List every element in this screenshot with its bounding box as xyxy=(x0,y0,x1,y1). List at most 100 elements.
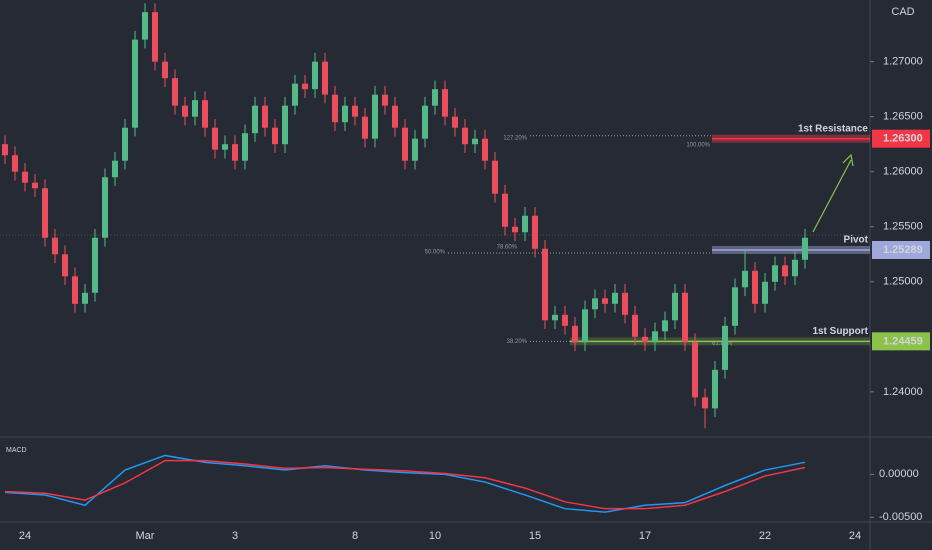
candle-body xyxy=(412,138,418,161)
candle-body xyxy=(172,78,178,106)
candle-body xyxy=(482,138,488,161)
x-tick-label: 24 xyxy=(19,530,31,542)
candle-body xyxy=(212,127,218,150)
candle-body xyxy=(322,61,328,95)
y-tick-label: 1.27000 xyxy=(883,56,923,68)
fib-label: 50.00% xyxy=(425,250,446,256)
candle-body xyxy=(782,265,788,277)
currency-label: CAD xyxy=(891,6,914,18)
candle-body xyxy=(642,336,648,343)
candle-body xyxy=(92,237,98,293)
fib-label: 78.60% xyxy=(497,245,518,251)
candle-body xyxy=(192,100,198,117)
candle-body xyxy=(302,83,308,90)
candle-body xyxy=(232,144,238,161)
x-tick-label: 3 xyxy=(232,530,238,542)
candle-body xyxy=(242,133,248,161)
level-name: 1st Support xyxy=(812,326,868,337)
macd-tick-label: -0.00500 xyxy=(879,511,922,523)
candle-body xyxy=(542,248,548,321)
candle-body xyxy=(562,314,568,326)
candle-body xyxy=(2,144,8,156)
candle-body xyxy=(222,144,228,150)
candle-body xyxy=(502,193,508,227)
candle-body xyxy=(132,39,138,128)
level-price-box xyxy=(872,332,930,351)
candle-body xyxy=(382,94,388,106)
x-tick-label: 10 xyxy=(429,530,441,542)
candle-body xyxy=(772,265,778,282)
x-tick-label: 17 xyxy=(639,530,651,542)
candle-body xyxy=(612,292,618,304)
y-tick-label: 1.25500 xyxy=(883,221,923,233)
candle-body xyxy=(662,320,668,332)
candle-body xyxy=(402,127,408,161)
arrow-line xyxy=(812,159,852,233)
candle-body xyxy=(732,287,738,326)
y-tick-label: 1.24000 xyxy=(883,386,923,398)
candle-body xyxy=(422,105,428,139)
candle-body xyxy=(762,281,768,304)
macd-tick-label: 0.00000 xyxy=(879,468,919,480)
candle-body xyxy=(602,298,608,304)
candle-body xyxy=(122,127,128,161)
candle-body xyxy=(252,105,258,134)
level-price-box xyxy=(872,129,930,148)
fib-label: 127.20% xyxy=(503,135,527,141)
candle-body xyxy=(62,254,68,277)
macd-line xyxy=(4,454,806,513)
x-tick-label: Mar xyxy=(136,530,155,542)
candle-body xyxy=(42,188,48,238)
candle-body xyxy=(182,105,188,117)
candle-body xyxy=(512,226,518,233)
fib-label: 100.00% xyxy=(686,142,710,148)
candle-body xyxy=(52,237,58,255)
candle-body xyxy=(742,270,748,288)
candle-body xyxy=(112,160,118,178)
level-price-label: 1.26300 xyxy=(883,133,923,145)
candle-body xyxy=(262,105,268,128)
candle-body xyxy=(102,177,108,238)
candle-body xyxy=(592,298,598,310)
y-tick-label: 1.25000 xyxy=(883,276,923,288)
candle-body xyxy=(492,160,498,194)
candle-body xyxy=(802,237,808,260)
candle-body xyxy=(312,61,318,90)
candle-body xyxy=(692,342,698,398)
candle-body xyxy=(292,83,298,106)
candle-body xyxy=(792,259,798,277)
candle-body xyxy=(162,61,168,79)
x-tick-label: 15 xyxy=(529,530,541,542)
candle-body xyxy=(622,292,628,315)
candle-body xyxy=(712,369,718,409)
y-tick-label: 1.26500 xyxy=(883,111,923,123)
level-name: 1st Resistance xyxy=(798,123,868,134)
candle-body xyxy=(282,105,288,145)
candle-body xyxy=(572,325,578,343)
candle-body xyxy=(152,12,158,62)
candle-body xyxy=(72,276,78,304)
candle-body xyxy=(142,12,148,40)
candle-body xyxy=(362,116,368,139)
candle-body xyxy=(722,325,728,370)
candle-body xyxy=(392,105,398,128)
macd-title: MACD xyxy=(6,447,27,454)
candle-body xyxy=(652,331,658,343)
candle-body xyxy=(552,314,558,321)
candle-body xyxy=(522,215,528,233)
candle-body xyxy=(532,215,538,249)
candle-body xyxy=(272,127,278,145)
candle-body xyxy=(352,105,358,117)
candle-body xyxy=(372,94,378,139)
y-tick-label: 1.26000 xyxy=(883,166,923,178)
candle-body xyxy=(702,397,708,409)
candle-body xyxy=(22,171,28,183)
candle-body xyxy=(82,292,88,304)
level-price-label: 1.25289 xyxy=(883,244,923,256)
candle-body xyxy=(632,314,638,337)
fib-label: 38.20% xyxy=(507,339,528,345)
candle-body xyxy=(672,292,678,321)
x-tick-label: 8 xyxy=(352,530,358,542)
